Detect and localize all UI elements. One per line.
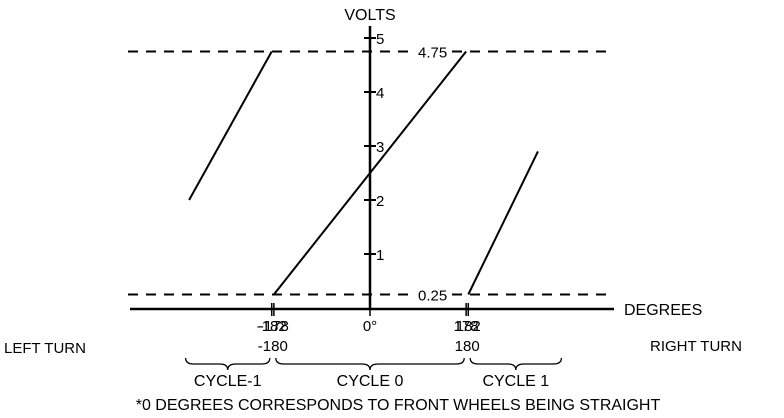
reference-label-bg-0.25 (414, 284, 452, 305)
boundary-label-2: 180 (455, 338, 480, 355)
x-tick-label-5: 182 (456, 318, 481, 335)
x-tick-label-3: 0° (363, 318, 377, 335)
x-tick-label-1: -182 (257, 318, 287, 335)
x-axis-label: DEGREES (624, 302, 702, 319)
cycle-label-1: CYCLE-1 (194, 373, 262, 390)
series-line-1 (188, 51, 273, 201)
y-tick-label-5: 5 (376, 31, 384, 48)
cycle-label-3: CYCLE 1 (482, 373, 549, 390)
footnote: *0 DEGREES CORRESPONDS TO FRONT WHEELS B… (136, 397, 661, 414)
y-axis-label: VOLTS (344, 7, 395, 24)
cycle-brace-2 (275, 357, 465, 371)
reference-label-0.25: 0.25 (418, 288, 447, 305)
series-line-3 (467, 150, 539, 295)
y-tick-label-4: 4 (376, 85, 384, 102)
y-tick-label-2: 2 (376, 193, 384, 210)
y-tick-label-3: 3 (376, 139, 384, 156)
boundary-label-1: -180 (258, 338, 288, 355)
x-tick-label-2: -178 (259, 318, 289, 335)
cycle-brace-3 (469, 357, 563, 371)
x-tick-label-4: 178 (454, 318, 479, 335)
left-turn-label: LEFT TURN (4, 340, 86, 357)
series-line-2 (273, 50, 467, 296)
right-turn-label: RIGHT TURN (650, 338, 742, 355)
y-tick-label-1: 1 (376, 247, 384, 264)
reference-label-4.75: 4.75 (418, 45, 447, 62)
cycle-label-2: CYCLE 0 (337, 373, 404, 390)
reference-label-bg-4.75 (414, 41, 452, 62)
cycle-brace-1 (184, 357, 271, 371)
